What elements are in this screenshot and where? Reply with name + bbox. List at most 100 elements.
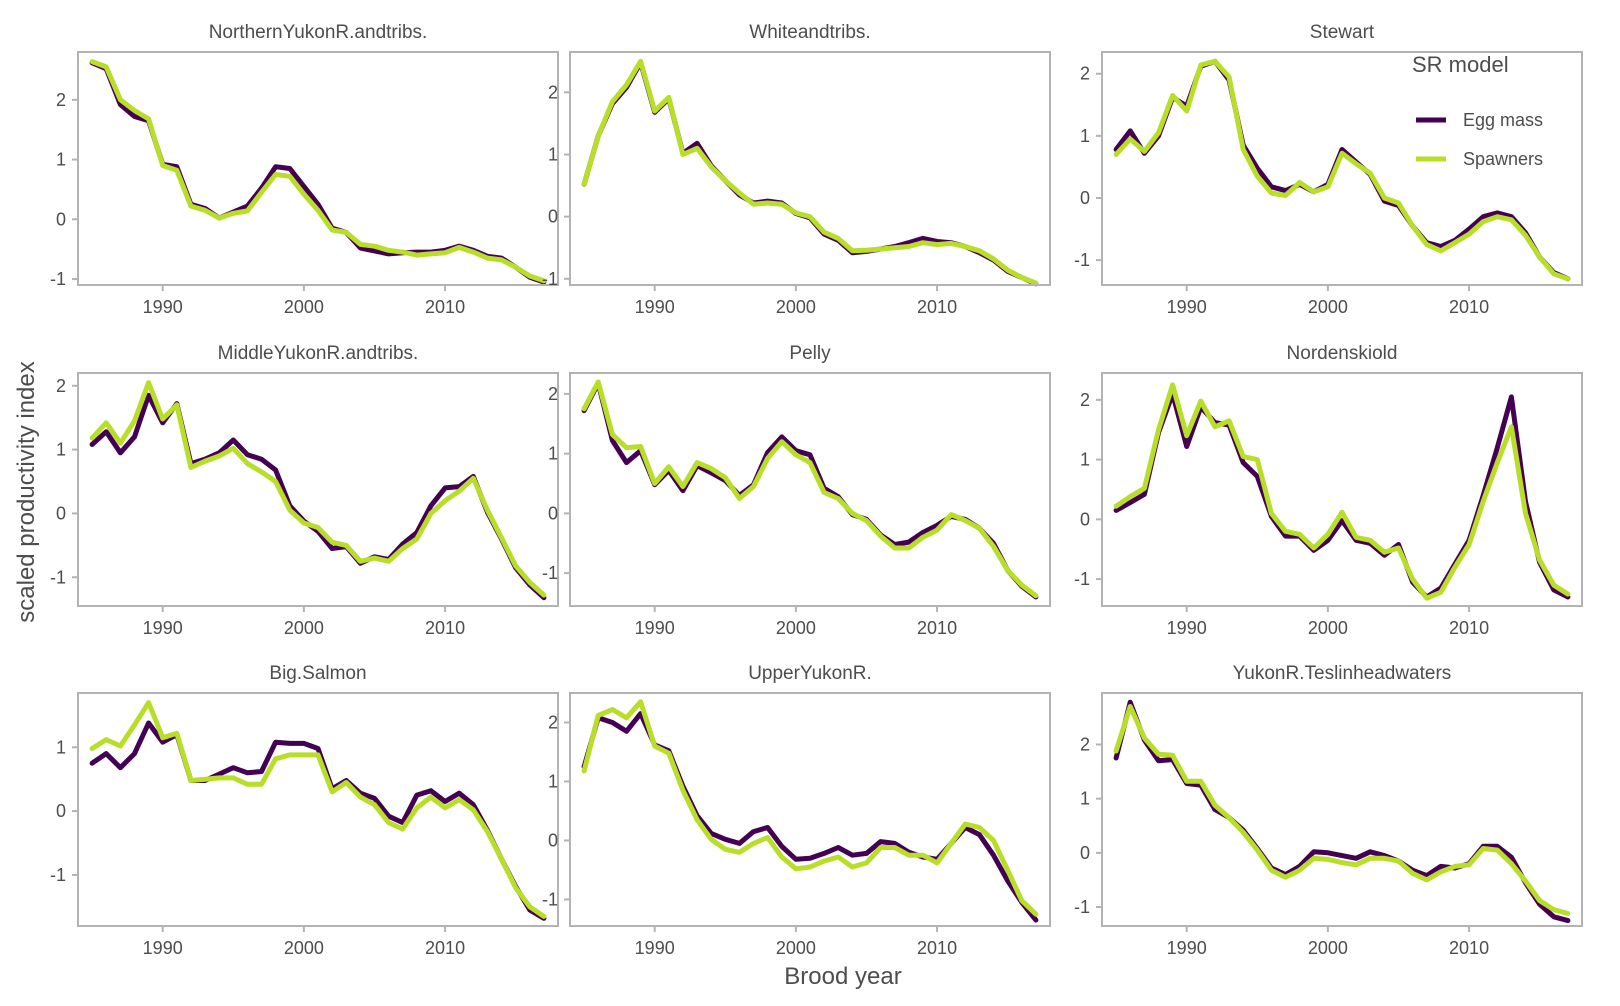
facet-panel: Stewart 1990 2000 2010 -1 0 1 2 (1074, 22, 1583, 317)
panel-border (1101, 692, 1583, 927)
y-tick-label: 1 (1080, 789, 1090, 809)
y-tick-label: 1 (548, 771, 558, 791)
y-tick-label: -1 (50, 865, 66, 885)
y-tick-label: 0 (1080, 843, 1090, 863)
y-tick-label: 0 (56, 801, 66, 821)
y-tick-label: -1 (50, 269, 66, 289)
y-tick-label: 2 (548, 712, 558, 732)
panel-border (1101, 51, 1583, 286)
y-tick-label: 1 (56, 150, 66, 170)
x-tick-label: 2010 (1449, 938, 1489, 958)
series-line-egg-mass (1113, 58, 1571, 282)
x-tick-label: 2010 (425, 618, 465, 638)
y-axis-title: scaled productivity index (13, 361, 40, 622)
x-tick-label: 2000 (284, 938, 324, 958)
y-tick-label: -1 (542, 269, 558, 289)
y-tick-label: 1 (56, 737, 66, 757)
series-line-spawners (581, 379, 1039, 599)
facet-panel: NorthernYukonR.andtribs. 1990 2000 2010 -1 0 1… (50, 22, 559, 317)
y-tick-label: 2 (56, 376, 66, 396)
series-line-spawners (89, 700, 547, 919)
y-tick-label: 0 (548, 207, 558, 227)
panel-title: Stewart (1310, 22, 1375, 43)
series-line-spawners (1113, 704, 1571, 916)
facet-panel: Whiteandtribs. 1990 2000 2010 -1 0 1 2 (542, 22, 1051, 317)
y-tick-label: 1 (548, 145, 558, 165)
panel-border (77, 692, 559, 927)
series-line-egg-mass (89, 60, 547, 285)
panel-title: YukonR.Teslinheadwaters (1233, 663, 1452, 684)
y-tick-label: -1 (1074, 897, 1090, 917)
x-tick-label: 1990 (1167, 618, 1207, 638)
y-tick-label: 2 (56, 90, 66, 110)
x-tick-label: 1990 (1167, 297, 1207, 317)
y-tick-label: -1 (542, 563, 558, 583)
panel-border (569, 692, 1051, 927)
facet-panel: YukonR.Teslinheadwaters 1990 2000 2010 -1 0 1 2 (1074, 663, 1583, 958)
series-line-spawners (1113, 382, 1571, 601)
x-tick-label: 2010 (1449, 297, 1489, 317)
x-tick-label: 2010 (917, 938, 957, 958)
series-line-spawners (581, 699, 1039, 917)
y-tick-label: -1 (50, 567, 66, 587)
panel-title: Pelly (789, 343, 831, 364)
panel-title: Big.Salmon (269, 663, 366, 684)
y-tick-label: 1 (1080, 126, 1090, 146)
series-line-egg-mass (89, 392, 547, 601)
y-tick-label: 2 (1080, 390, 1090, 410)
y-tick-label: 1 (1080, 450, 1090, 470)
x-axis-title: Brood year (784, 963, 901, 990)
x-tick-label: 1990 (1167, 938, 1207, 958)
x-tick-label: 1990 (143, 618, 183, 638)
x-tick-label: 2000 (1308, 938, 1348, 958)
panel-border (1101, 372, 1583, 607)
panel-border (569, 372, 1051, 607)
series-line-spawners (581, 58, 1039, 286)
x-tick-label: 1990 (635, 297, 675, 317)
x-tick-label: 2010 (425, 297, 465, 317)
x-tick-label: 2010 (917, 297, 957, 317)
x-tick-label: 2010 (917, 618, 957, 638)
x-tick-label: 2000 (776, 618, 816, 638)
x-tick-label: 2000 (776, 938, 816, 958)
panel-title: MiddleYukonR.andtribs. (218, 343, 419, 364)
x-tick-label: 2000 (284, 618, 324, 638)
x-tick-label: 1990 (143, 938, 183, 958)
facet-panel: Nordenskiold 1990 2000 2010 -1 0 1 2 (1074, 343, 1583, 638)
series-line-spawners (89, 59, 547, 284)
y-tick-label: 0 (548, 503, 558, 523)
y-tick-label: 0 (1080, 188, 1090, 208)
x-tick-label: 2000 (1308, 618, 1348, 638)
y-tick-label: 0 (1080, 509, 1090, 529)
facet-panel: Pelly 1990 2000 2010 -1 0 1 2 (542, 343, 1051, 638)
x-tick-label: 1990 (143, 297, 183, 317)
x-tick-label: 2010 (1449, 618, 1489, 638)
facet-panel: MiddleYukonR.andtribs. 1990 2000 2010 -1 0 1 2 (50, 343, 559, 638)
series-line-egg-mass (581, 380, 1039, 600)
y-tick-label: 2 (548, 82, 558, 102)
legend-label: Spawners (1463, 149, 1543, 169)
y-tick-label: 1 (56, 440, 66, 460)
panel-border (77, 372, 559, 607)
y-tick-label: 2 (548, 384, 558, 404)
y-tick-label: -1 (542, 889, 558, 909)
series-line-egg-mass (1113, 391, 1571, 600)
y-tick-label: 0 (56, 503, 66, 523)
panel-title: Nordenskiold (1287, 343, 1398, 364)
panel-border (77, 51, 559, 286)
legend: SR model Egg mass Spawners (1412, 52, 1543, 169)
y-tick-label: -1 (1074, 569, 1090, 589)
y-tick-label: 0 (548, 830, 558, 850)
series-line-spawners (89, 380, 547, 598)
y-tick-label: 0 (56, 209, 66, 229)
legend-title: SR model (1412, 52, 1509, 77)
panel-title: Whiteandtribs. (749, 22, 870, 43)
facet-panel: Big.Salmon 1990 2000 2010 -1 0 1 (50, 663, 559, 958)
x-tick-label: 2000 (1308, 297, 1348, 317)
x-tick-label: 2010 (425, 938, 465, 958)
x-tick-label: 2000 (776, 297, 816, 317)
legend-label: Egg mass (1463, 110, 1543, 130)
series-line-spawners (1113, 58, 1571, 282)
